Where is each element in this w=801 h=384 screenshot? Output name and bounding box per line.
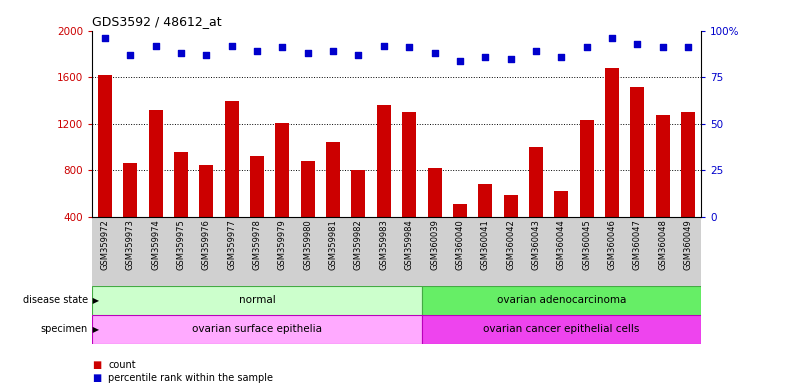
Bar bbox=[504, 195, 517, 217]
Text: specimen: specimen bbox=[41, 324, 88, 334]
Text: GSM360042: GSM360042 bbox=[506, 219, 515, 270]
Text: GSM360048: GSM360048 bbox=[658, 219, 667, 270]
Point bbox=[479, 54, 492, 60]
Point bbox=[99, 35, 111, 41]
Bar bbox=[376, 105, 391, 217]
Text: GSM360039: GSM360039 bbox=[430, 219, 439, 270]
Bar bbox=[580, 120, 594, 217]
Point bbox=[149, 43, 162, 49]
Text: count: count bbox=[108, 360, 135, 370]
Bar bbox=[250, 156, 264, 217]
Text: GDS3592 / 48612_at: GDS3592 / 48612_at bbox=[92, 15, 222, 28]
Point bbox=[124, 52, 137, 58]
Point bbox=[606, 35, 618, 41]
Text: GSM359974: GSM359974 bbox=[151, 219, 160, 270]
Bar bbox=[92, 315, 422, 344]
Bar bbox=[276, 122, 289, 217]
Bar bbox=[352, 170, 365, 217]
Point bbox=[657, 45, 670, 51]
Bar bbox=[148, 110, 163, 217]
Bar bbox=[123, 164, 137, 217]
Bar bbox=[656, 114, 670, 217]
Point bbox=[529, 48, 542, 54]
Text: GSM359976: GSM359976 bbox=[202, 219, 211, 270]
Text: ▶: ▶ bbox=[90, 325, 99, 334]
Point bbox=[377, 43, 390, 49]
Text: GSM360044: GSM360044 bbox=[557, 219, 566, 270]
Point bbox=[428, 50, 441, 56]
Point bbox=[580, 45, 593, 51]
Text: ■: ■ bbox=[92, 373, 102, 383]
Text: GSM359981: GSM359981 bbox=[328, 219, 337, 270]
Bar bbox=[478, 184, 493, 217]
Text: ovarian cancer epithelial cells: ovarian cancer epithelial cells bbox=[483, 324, 639, 334]
Bar bbox=[300, 161, 315, 217]
Bar bbox=[422, 286, 701, 315]
Bar bbox=[402, 112, 417, 217]
Bar bbox=[174, 152, 188, 217]
Point bbox=[276, 45, 288, 51]
Point bbox=[682, 45, 694, 51]
Text: GSM359972: GSM359972 bbox=[100, 219, 109, 270]
Text: percentile rank within the sample: percentile rank within the sample bbox=[108, 373, 273, 383]
Bar bbox=[681, 112, 695, 217]
Text: GSM359978: GSM359978 bbox=[252, 219, 261, 270]
Bar bbox=[92, 286, 422, 315]
Point bbox=[352, 52, 365, 58]
Point bbox=[175, 50, 187, 56]
Text: GSM359973: GSM359973 bbox=[126, 219, 135, 270]
Bar bbox=[326, 142, 340, 217]
Point bbox=[631, 41, 644, 47]
Text: GSM360049: GSM360049 bbox=[684, 219, 693, 270]
Point bbox=[225, 43, 238, 49]
Text: ■: ■ bbox=[92, 360, 102, 370]
Bar bbox=[428, 168, 441, 217]
Text: GSM360046: GSM360046 bbox=[608, 219, 617, 270]
Text: ovarian adenocarcinoma: ovarian adenocarcinoma bbox=[497, 295, 626, 306]
Text: GSM359980: GSM359980 bbox=[304, 219, 312, 270]
Text: GSM359975: GSM359975 bbox=[176, 219, 185, 270]
Point bbox=[327, 48, 340, 54]
Text: GSM359984: GSM359984 bbox=[405, 219, 413, 270]
Text: GSM359979: GSM359979 bbox=[278, 219, 287, 270]
Point bbox=[200, 52, 213, 58]
Text: GSM360040: GSM360040 bbox=[456, 219, 465, 270]
Bar bbox=[453, 204, 467, 217]
Text: ovarian surface epithelia: ovarian surface epithelia bbox=[192, 324, 322, 334]
Text: GSM359983: GSM359983 bbox=[380, 219, 388, 270]
Bar bbox=[630, 87, 645, 217]
Bar bbox=[199, 165, 213, 217]
Text: GSM360045: GSM360045 bbox=[582, 219, 591, 270]
Text: disease state: disease state bbox=[23, 295, 88, 306]
Point bbox=[453, 58, 466, 64]
Text: GSM360043: GSM360043 bbox=[532, 219, 541, 270]
Bar bbox=[529, 147, 543, 217]
Point bbox=[251, 48, 264, 54]
Point bbox=[403, 45, 416, 51]
Point bbox=[301, 50, 314, 56]
Bar bbox=[422, 315, 701, 344]
Text: ▶: ▶ bbox=[90, 296, 99, 305]
Text: GSM360041: GSM360041 bbox=[481, 219, 489, 270]
Point bbox=[505, 56, 517, 62]
Text: normal: normal bbox=[239, 295, 276, 306]
Text: GSM360047: GSM360047 bbox=[633, 219, 642, 270]
Bar bbox=[98, 75, 112, 217]
Text: GSM359977: GSM359977 bbox=[227, 219, 236, 270]
Point bbox=[555, 54, 568, 60]
Text: GSM359982: GSM359982 bbox=[354, 219, 363, 270]
Bar bbox=[224, 101, 239, 217]
Bar bbox=[605, 68, 619, 217]
Bar bbox=[554, 191, 569, 217]
